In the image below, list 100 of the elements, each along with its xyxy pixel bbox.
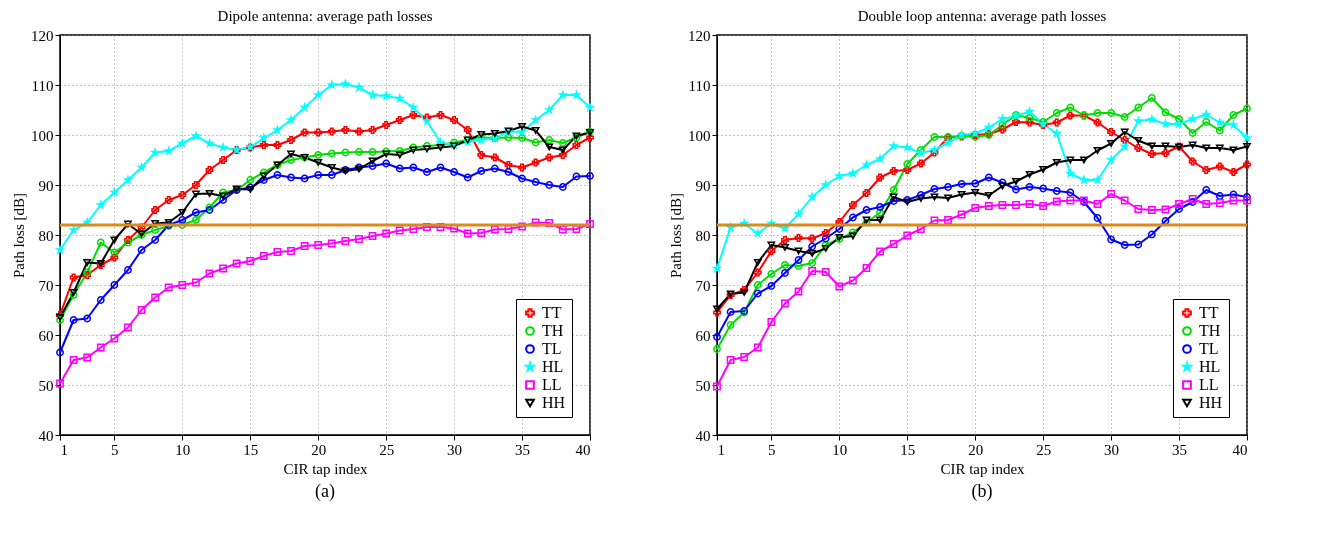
point — [1147, 142, 1156, 150]
point — [916, 225, 925, 233]
point — [151, 236, 160, 244]
point — [1215, 192, 1224, 200]
point — [821, 268, 830, 276]
point — [83, 314, 92, 323]
point — [1012, 178, 1020, 185]
point — [110, 188, 119, 196]
legend-label: HH — [1199, 394, 1223, 411]
x-tick-label: 25 — [379, 441, 395, 458]
point — [794, 287, 803, 296]
point — [971, 189, 980, 196]
point — [545, 143, 554, 151]
point — [110, 334, 119, 343]
point — [191, 216, 200, 224]
point — [1147, 94, 1156, 102]
point — [916, 191, 925, 199]
point — [572, 172, 581, 181]
point — [753, 289, 762, 298]
point — [1147, 206, 1156, 214]
x-tick-label: 30 — [1104, 441, 1120, 458]
point — [1093, 109, 1102, 117]
point — [531, 127, 540, 134]
point — [808, 259, 817, 267]
point — [726, 321, 735, 329]
point — [821, 241, 830, 249]
point — [504, 133, 513, 142]
point — [767, 219, 776, 227]
point — [490, 164, 499, 173]
point — [1052, 197, 1061, 206]
point — [1120, 113, 1129, 121]
point — [767, 318, 776, 326]
point — [1066, 103, 1075, 112]
point — [808, 234, 817, 243]
point — [205, 269, 214, 278]
point — [178, 216, 187, 224]
x-tick-label: 5 — [111, 441, 119, 458]
point — [1215, 162, 1224, 171]
point — [930, 193, 939, 201]
point — [984, 192, 993, 199]
point — [518, 134, 526, 142]
point — [1120, 136, 1129, 144]
point — [1188, 129, 1197, 137]
point — [246, 257, 255, 265]
point — [205, 139, 214, 147]
point — [971, 204, 980, 212]
point — [395, 94, 404, 102]
point — [382, 229, 391, 238]
point — [219, 188, 227, 197]
point — [219, 196, 227, 204]
chart-title: Dipole antenna: average path losses — [217, 8, 433, 24]
point — [382, 121, 391, 129]
point — [436, 163, 445, 172]
point — [463, 126, 472, 134]
chart-title: Double loop antenna: average path losses — [857, 8, 1107, 24]
point — [876, 216, 884, 224]
point — [504, 225, 513, 233]
point — [916, 159, 925, 168]
point — [423, 142, 431, 150]
point — [1134, 137, 1143, 144]
point — [436, 111, 445, 119]
point — [998, 201, 1007, 209]
point — [531, 158, 540, 167]
point — [110, 281, 119, 289]
point — [930, 133, 939, 141]
point — [164, 196, 173, 204]
y-tick-label: 120 — [31, 27, 54, 44]
point — [781, 236, 789, 244]
point — [409, 103, 418, 111]
x-tick-label: 30 — [447, 441, 463, 458]
point — [794, 262, 803, 270]
point — [395, 147, 404, 155]
point — [998, 121, 1007, 129]
y-tick-label: 80 — [38, 227, 54, 244]
point — [545, 153, 554, 162]
y-tick-label: 40 — [38, 427, 54, 444]
point — [1080, 156, 1088, 164]
point — [96, 296, 105, 304]
point — [273, 248, 282, 256]
y-axis-title: Path loss [dB] — [11, 192, 27, 279]
point — [1175, 205, 1183, 213]
legend-label: HH — [542, 394, 566, 411]
point — [355, 148, 363, 156]
point — [246, 176, 255, 184]
point — [930, 148, 939, 157]
point — [1120, 241, 1129, 249]
point — [1107, 190, 1116, 198]
point — [191, 278, 200, 287]
point — [368, 126, 377, 134]
point — [903, 166, 912, 174]
point — [889, 193, 898, 201]
point — [1229, 196, 1238, 205]
point — [930, 185, 939, 193]
point — [219, 156, 227, 164]
x-tick-label: 10 — [832, 441, 848, 458]
point — [558, 225, 567, 234]
point — [450, 116, 459, 124]
point — [1066, 169, 1075, 177]
point — [137, 246, 146, 254]
line-series — [713, 94, 1251, 353]
